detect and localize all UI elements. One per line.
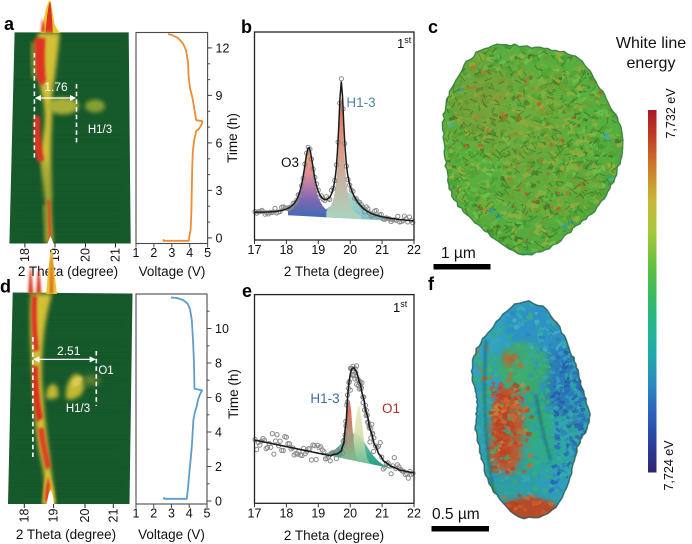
svg-text:9: 9 <box>216 89 223 103</box>
svg-text:White line: White line <box>616 35 686 52</box>
svg-text:f: f <box>428 274 435 294</box>
svg-text:energy: energy <box>627 55 676 72</box>
svg-text:6: 6 <box>216 136 223 150</box>
svg-text:1.76: 1.76 <box>44 80 68 94</box>
svg-text:21: 21 <box>106 509 120 523</box>
svg-text:4: 4 <box>215 426 222 440</box>
svg-text:3: 3 <box>216 184 223 198</box>
svg-text:H1/3: H1/3 <box>66 403 90 415</box>
svg-text:21: 21 <box>109 248 123 262</box>
svg-text:18: 18 <box>18 248 32 262</box>
svg-text:22: 22 <box>407 243 421 257</box>
svg-text:6: 6 <box>215 391 222 405</box>
svg-text:O1: O1 <box>98 365 113 377</box>
svg-text:0: 0 <box>216 231 223 245</box>
svg-text:10: 10 <box>215 322 229 336</box>
svg-text:e: e <box>242 281 252 301</box>
svg-text:7,732 eV: 7,732 eV <box>664 88 678 139</box>
svg-text:1: 1 <box>133 507 140 521</box>
svg-text:19: 19 <box>311 507 325 521</box>
svg-text:b: b <box>241 17 252 37</box>
svg-text:2: 2 <box>150 246 157 260</box>
svg-text:20: 20 <box>79 248 93 262</box>
svg-text:2: 2 <box>150 507 157 521</box>
svg-text:8: 8 <box>215 357 222 371</box>
svg-text:1: 1 <box>133 246 140 260</box>
svg-text:5: 5 <box>204 507 211 521</box>
svg-text:Voltage (V): Voltage (V) <box>138 527 205 542</box>
svg-text:2 Theta (degree): 2 Theta (degree) <box>284 528 384 543</box>
svg-text:19: 19 <box>311 243 325 257</box>
svg-text:3: 3 <box>168 246 175 260</box>
svg-text:a: a <box>4 14 15 34</box>
svg-text:2: 2 <box>215 460 222 474</box>
svg-text:0.5 µm: 0.5 µm <box>432 506 480 523</box>
svg-text:0: 0 <box>215 495 222 509</box>
svg-text:1 µm: 1 µm <box>441 245 476 262</box>
svg-text:3: 3 <box>168 507 175 521</box>
svg-text:2 Theta (degree): 2 Theta (degree) <box>284 264 384 279</box>
svg-text:20: 20 <box>78 509 92 523</box>
svg-text:18: 18 <box>17 509 31 523</box>
svg-text:c: c <box>428 17 438 37</box>
svg-text:19: 19 <box>47 509 61 523</box>
svg-text:7,724 eV: 7,724 eV <box>662 440 676 491</box>
svg-text:H1-3: H1-3 <box>346 95 375 110</box>
svg-text:4: 4 <box>186 507 193 521</box>
svg-text:5: 5 <box>204 246 211 260</box>
svg-text:20: 20 <box>343 507 357 521</box>
svg-text:12: 12 <box>216 41 230 55</box>
svg-text:O1: O1 <box>382 401 400 416</box>
svg-text:Time (h): Time (h) <box>226 369 241 419</box>
svg-text:4: 4 <box>186 246 193 260</box>
svg-text:20: 20 <box>343 243 357 257</box>
svg-text:2 Theta (degree): 2 Theta (degree) <box>18 264 118 279</box>
svg-text:17: 17 <box>248 243 262 257</box>
svg-text:Voltage (V): Voltage (V) <box>139 264 206 279</box>
svg-text:17: 17 <box>248 507 262 521</box>
svg-text:21: 21 <box>375 243 389 257</box>
svg-text:2.51: 2.51 <box>57 344 81 358</box>
svg-text:18: 18 <box>279 243 293 257</box>
svg-text:d: d <box>0 277 11 297</box>
svg-text:22: 22 <box>407 507 421 521</box>
svg-text:Time (h): Time (h) <box>225 113 240 163</box>
svg-text:H1/3: H1/3 <box>88 124 112 136</box>
svg-text:2 Theta (degree): 2 Theta (degree) <box>16 527 116 542</box>
svg-text:H1-3: H1-3 <box>310 391 339 406</box>
svg-text:18: 18 <box>279 507 293 521</box>
svg-text:21: 21 <box>375 507 389 521</box>
svg-text:O3: O3 <box>281 155 299 170</box>
